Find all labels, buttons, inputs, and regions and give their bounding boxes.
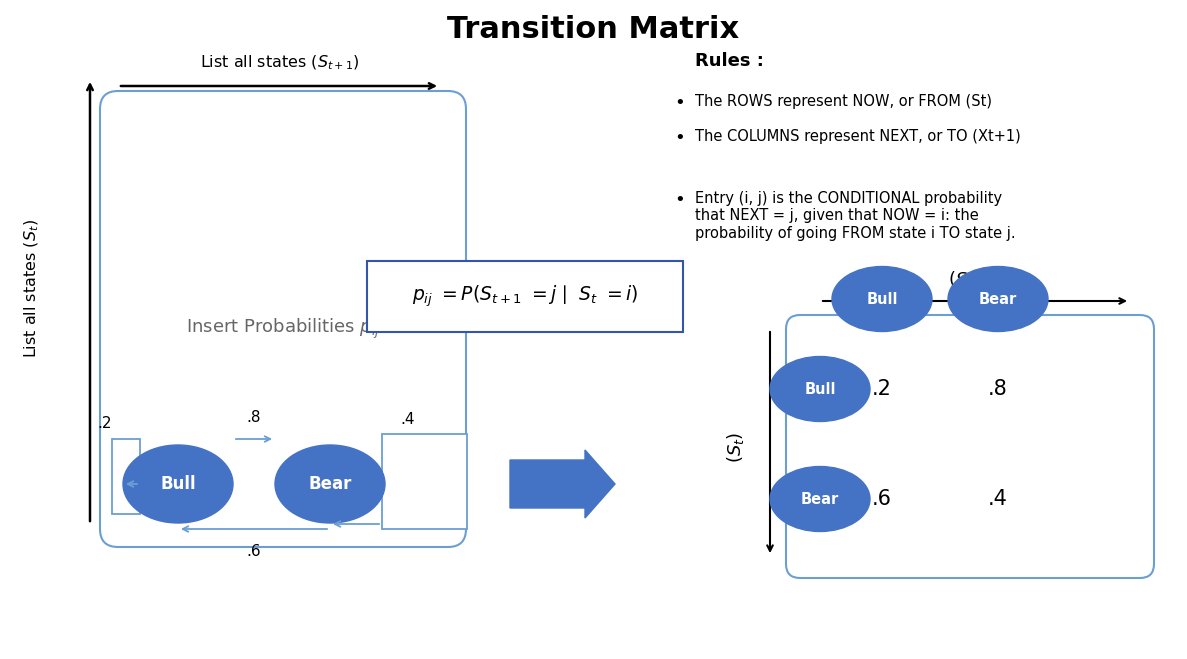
- FancyBboxPatch shape: [112, 439, 140, 514]
- Ellipse shape: [770, 357, 870, 422]
- Text: Bull: Bull: [160, 475, 196, 493]
- FancyBboxPatch shape: [786, 315, 1154, 578]
- FancyBboxPatch shape: [382, 434, 466, 529]
- Text: •: •: [674, 94, 685, 112]
- Text: .2: .2: [872, 379, 891, 399]
- Ellipse shape: [948, 266, 1048, 331]
- Text: Bear: Bear: [979, 291, 1017, 306]
- Text: .4: .4: [401, 411, 415, 426]
- Text: Bear: Bear: [309, 475, 351, 493]
- Ellipse shape: [832, 266, 932, 331]
- FancyBboxPatch shape: [367, 261, 683, 332]
- Text: The ROWS represent NOW, or FROM (St): The ROWS represent NOW, or FROM (St): [696, 94, 992, 109]
- Text: .8: .8: [247, 409, 261, 424]
- Text: $(S_t)$: $(S_t)$: [724, 432, 745, 463]
- Text: List all states $(S_t)$: List all states $(S_t)$: [23, 219, 42, 358]
- FancyBboxPatch shape: [100, 91, 466, 547]
- Text: Rules :: Rules :: [696, 52, 764, 70]
- Text: .6: .6: [872, 489, 891, 509]
- Text: .2: .2: [97, 416, 113, 432]
- Text: The COLUMNS represent NEXT, or TO (Xt+1): The COLUMNS represent NEXT, or TO (Xt+1): [696, 129, 1021, 144]
- FancyArrow shape: [510, 450, 615, 518]
- Text: Bull: Bull: [805, 382, 836, 397]
- Text: Bear: Bear: [801, 492, 839, 507]
- Text: Insert Probabilities $p_{ij}$: Insert Probabilities $p_{ij}$: [186, 317, 380, 341]
- Text: .4: .4: [988, 489, 1008, 509]
- Text: •: •: [674, 129, 685, 147]
- Text: $(S_{t+1})$: $(S_{t+1})$: [947, 268, 1002, 289]
- Text: •: •: [674, 191, 685, 209]
- Text: Transition Matrix: Transition Matrix: [447, 14, 740, 43]
- Text: $p_{ij}\ =P(S_{t+1}\ =j\mid\ S_t\ =i)$: $p_{ij}\ =P(S_{t+1}\ =j\mid\ S_t\ =i)$: [412, 283, 639, 309]
- Ellipse shape: [275, 445, 385, 523]
- Text: .6: .6: [247, 544, 261, 559]
- Text: .8: .8: [988, 379, 1008, 399]
- Text: List all states $(S_{t+1})$: List all states $(S_{t+1})$: [201, 54, 360, 72]
- Text: Bull: Bull: [867, 291, 897, 306]
- Text: Entry (i, j) is the CONDITIONAL probability
that NEXT = j, given that NOW = i: t: Entry (i, j) is the CONDITIONAL probabil…: [696, 191, 1016, 241]
- Ellipse shape: [123, 445, 233, 523]
- Ellipse shape: [770, 467, 870, 532]
